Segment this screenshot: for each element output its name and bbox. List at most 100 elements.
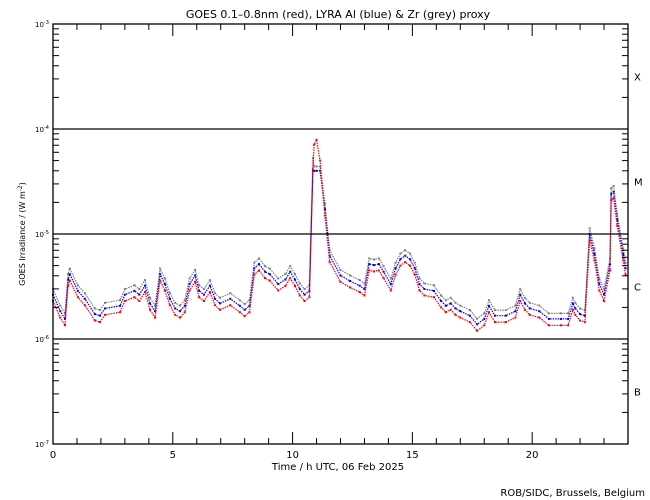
flare-class-label: B xyxy=(634,388,641,399)
data-point xyxy=(418,277,421,280)
data-point xyxy=(202,288,205,291)
data-point xyxy=(315,169,318,172)
data-point xyxy=(59,310,62,313)
data-point xyxy=(258,257,261,260)
data-point xyxy=(514,316,517,319)
data-point xyxy=(373,270,376,273)
data-point xyxy=(394,267,397,270)
data-point xyxy=(432,289,435,292)
data-point xyxy=(174,301,177,304)
data-point xyxy=(459,304,462,307)
data-point xyxy=(183,299,186,302)
data-point xyxy=(519,288,522,291)
y-tick-label: 10-6 xyxy=(35,335,49,344)
data-point xyxy=(149,296,152,299)
data-point xyxy=(76,296,79,299)
data-point xyxy=(229,297,232,300)
data-point xyxy=(598,283,601,286)
data-point xyxy=(476,323,479,326)
data-point xyxy=(444,311,447,314)
data-point xyxy=(358,284,361,287)
data-point xyxy=(328,261,331,264)
data-point xyxy=(603,288,606,291)
data-point xyxy=(609,269,612,272)
data-point xyxy=(459,310,462,313)
data-point xyxy=(253,261,256,264)
data-point xyxy=(198,284,201,287)
data-point xyxy=(483,317,486,320)
data-point xyxy=(476,329,479,332)
data-point xyxy=(188,277,191,280)
data-point xyxy=(138,288,141,291)
data-point xyxy=(198,289,201,292)
data-point xyxy=(468,309,471,312)
data-point xyxy=(423,294,426,297)
data-point xyxy=(579,307,582,310)
data-point xyxy=(382,265,385,268)
data-point xyxy=(377,257,380,260)
data-point xyxy=(313,143,316,146)
data-point xyxy=(339,268,342,271)
data-point xyxy=(622,259,625,262)
data-point xyxy=(243,308,246,311)
data-point xyxy=(248,299,251,302)
data-point xyxy=(188,289,191,292)
data-point xyxy=(168,304,171,307)
data-point xyxy=(476,317,479,320)
data-point xyxy=(488,311,491,314)
data-point xyxy=(368,269,371,272)
data-point xyxy=(202,300,205,303)
data-point xyxy=(444,299,447,302)
data-point xyxy=(298,288,301,291)
data-point xyxy=(454,307,457,310)
data-point xyxy=(523,296,526,299)
data-point xyxy=(293,278,296,281)
data-point xyxy=(284,278,287,281)
data-point xyxy=(264,265,267,268)
data-point xyxy=(504,321,507,324)
data-point xyxy=(103,313,106,316)
y-tick-label: 10-3 xyxy=(35,20,49,29)
data-point xyxy=(303,293,306,296)
data-point xyxy=(323,214,326,217)
data-point xyxy=(103,307,106,310)
data-point xyxy=(377,269,380,272)
data-point xyxy=(253,267,256,270)
data-point xyxy=(93,307,96,310)
data-point xyxy=(277,277,280,280)
data-point xyxy=(389,277,392,280)
data-point xyxy=(59,304,62,307)
data-point xyxy=(119,299,122,302)
data-point xyxy=(519,293,522,296)
data-point xyxy=(579,313,582,316)
data-point xyxy=(432,296,435,299)
data-point xyxy=(624,267,627,270)
x-axis-label: Time / h UTC, 06 Feb 2025 xyxy=(271,462,404,473)
data-point xyxy=(277,283,280,286)
data-point xyxy=(404,254,407,257)
data-point xyxy=(268,267,271,270)
data-point xyxy=(154,316,157,319)
data-point xyxy=(303,300,306,303)
data-point xyxy=(194,274,197,277)
data-point xyxy=(339,280,342,283)
data-point xyxy=(408,252,411,255)
data-point xyxy=(248,311,251,314)
data-point xyxy=(68,279,71,282)
data-point xyxy=(440,294,443,297)
data-point xyxy=(98,321,101,324)
data-point xyxy=(504,314,507,317)
data-point xyxy=(514,304,517,307)
data-point xyxy=(284,272,287,275)
data-point xyxy=(138,300,141,303)
data-point xyxy=(298,282,301,285)
data-point xyxy=(103,301,106,304)
data-point xyxy=(93,319,96,322)
data-point xyxy=(93,313,96,316)
data-point xyxy=(574,313,577,316)
data-point xyxy=(571,308,574,311)
data-point xyxy=(449,308,452,311)
data-point xyxy=(264,277,267,280)
data-point xyxy=(423,282,426,285)
data-point xyxy=(413,273,416,276)
